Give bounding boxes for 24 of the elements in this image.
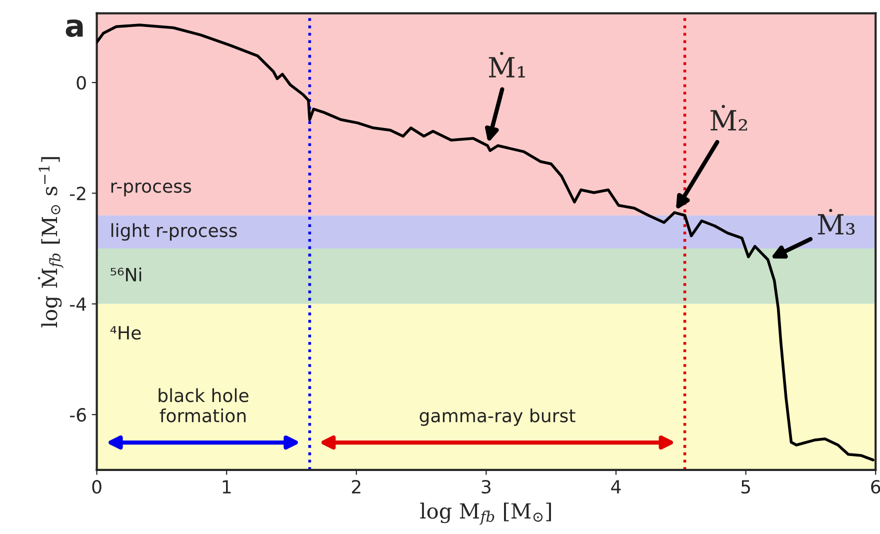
- band-label: ⁵⁶Ni: [110, 267, 142, 282]
- y-tick-label: -4: [70, 298, 86, 311]
- y-axis-title: log Ṁ$_{fb}$ [M$_{⊙}$ s$^{−1}$]: [38, 157, 64, 328]
- annotation: black hole formation: [158, 388, 248, 422]
- annotation: gamma-ray burst: [420, 408, 576, 426]
- x-axis-title: log M$_{fb}$ [M$_{⊙}$]: [420, 502, 551, 525]
- x-tick-label: 0: [92, 480, 102, 494]
- annotation: Ṁ₂: [710, 104, 747, 131]
- x-tick-label: 3: [482, 480, 490, 494]
- x-tick-label: 1: [222, 480, 231, 494]
- x-tick-label: 4: [611, 480, 621, 494]
- band-label: r-process: [111, 182, 192, 196]
- y-tick-label: -6: [70, 408, 86, 422]
- x-tick-label: 2: [352, 480, 360, 494]
- line-series: [96, 24, 874, 462]
- x-tick-label: 5: [741, 480, 750, 494]
- annotation: Ṁ₁: [488, 52, 525, 78]
- annotation: Ṁ₃: [818, 208, 855, 235]
- x-tick-label: 6: [871, 480, 880, 494]
- y-tick-label: 0: [76, 76, 86, 90]
- band-label: light r-process: [111, 223, 237, 241]
- band-label: ⁴He: [110, 326, 141, 340]
- y-tick-label: -2: [70, 186, 86, 200]
- chart-title: a: [66, 19, 83, 37]
